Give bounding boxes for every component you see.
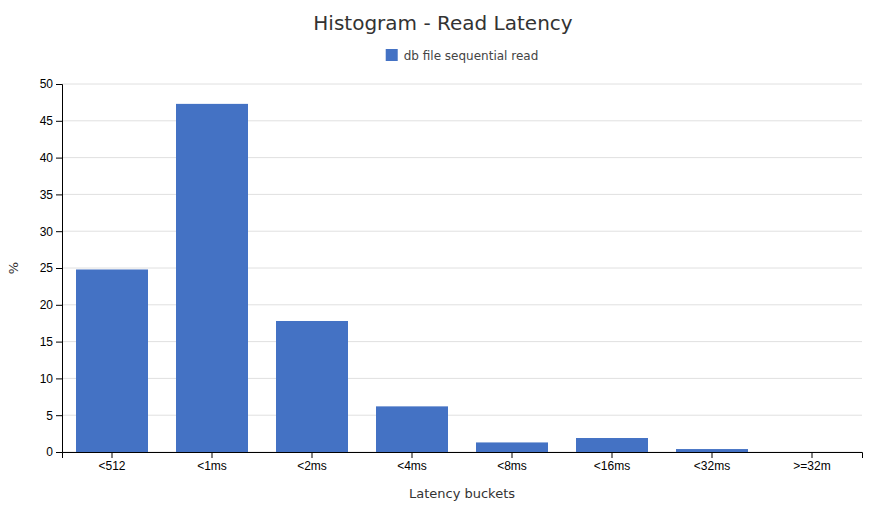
y-tick-mark — [56, 194, 62, 195]
y-tick: 45 — [40, 114, 62, 128]
x-tick-label: <2ms — [297, 459, 327, 473]
x-tick: <2ms — [297, 452, 327, 473]
legend-label: db file sequential read — [404, 49, 539, 63]
y-tick-mark — [56, 84, 62, 85]
y-tick-label: 50 — [40, 77, 54, 91]
y-tick-label: 15 — [40, 335, 54, 349]
x-tick-mark — [812, 452, 813, 458]
y-tick-mark — [56, 378, 62, 379]
y-tick: 40 — [40, 151, 62, 165]
y-tick-mark — [56, 452, 62, 453]
y-tick: 10 — [40, 372, 62, 386]
x-tick-label: <32ms — [694, 459, 730, 473]
y-tick-label: 40 — [40, 151, 54, 165]
x-axis-title: Latency buckets — [409, 486, 515, 501]
chart-container: 0 5 10 15 20 25 30 35 40 45 50 <512 <1ms <2ms <4ms <8ms… — [0, 0, 886, 514]
x-axis-line — [63, 453, 863, 459]
y-tick-label: 5 — [46, 409, 53, 423]
bar — [576, 438, 648, 452]
bar — [276, 321, 348, 452]
grid-line — [62, 84, 862, 85]
x-tick: <4ms — [397, 452, 427, 473]
y-axis-title: % — [6, 262, 21, 274]
legend-swatch — [386, 49, 398, 61]
x-tick: <8ms — [497, 452, 527, 473]
x-tick-label: <4ms — [397, 459, 427, 473]
y-tick-mark — [56, 415, 62, 416]
x-tick-label: <8ms — [497, 459, 527, 473]
x-tick-mark — [312, 452, 313, 458]
y-tick: 50 — [40, 77, 62, 91]
y-tick: 20 — [40, 298, 62, 312]
y-tick-label: 35 — [40, 188, 54, 202]
bar — [76, 269, 148, 452]
y-tick-label: 30 — [40, 225, 54, 239]
y-tick: 15 — [40, 335, 62, 349]
x-tick-label: <512 — [98, 459, 125, 473]
grid — [62, 84, 862, 452]
y-tick-label: 20 — [40, 298, 54, 312]
y-tick-label: 0 — [46, 445, 53, 459]
y-axis-line — [56, 85, 63, 453]
x-tick: <16ms — [594, 452, 630, 473]
x-tick-label: <1ms — [197, 459, 227, 473]
y-tick-mark — [56, 158, 62, 159]
y-axis: 0 5 10 15 20 25 30 35 40 45 50 — [40, 77, 63, 459]
bar — [776, 452, 848, 453]
bars — [76, 104, 748, 452]
y-tick: 5 — [46, 409, 62, 423]
y-tick-mark — [56, 231, 62, 232]
chart-svg: 0 5 10 15 20 25 30 35 40 45 50 <512 <1ms <2ms <4ms <8ms… — [0, 0, 886, 514]
y-tick-label: 10 — [40, 372, 54, 386]
y-tick-label: 45 — [40, 114, 54, 128]
legend-item: db file sequential read — [386, 49, 539, 63]
x-tick-mark — [412, 452, 413, 458]
y-tick-mark — [56, 121, 62, 122]
bar — [176, 104, 248, 452]
x-tick-label: <16ms — [594, 459, 630, 473]
x-tick-label: >=32m — [793, 459, 830, 473]
x-tick: <1ms — [197, 452, 227, 473]
x-axis: <512 <1ms <2ms <4ms <8ms <16ms <32ms >=32m — [63, 452, 863, 473]
x-tick-mark — [712, 452, 713, 458]
y-tick: 0 — [46, 445, 62, 459]
y-tick-mark — [56, 268, 62, 269]
y-tick-label: 25 — [40, 261, 54, 275]
y-tick-mark — [56, 305, 62, 306]
y-tick: 30 — [40, 225, 62, 239]
x-tick-mark — [512, 452, 513, 458]
x-tick: <512 — [98, 452, 125, 473]
x-tick-mark — [112, 452, 113, 458]
plot-area: 0 5 10 15 20 25 30 35 40 45 50 <512 <1ms <2ms <4ms <8ms… — [40, 77, 863, 472]
x-tick-mark — [612, 452, 613, 458]
legend: db file sequential read — [386, 49, 539, 63]
x-tick-mark — [212, 452, 213, 458]
y-tick-mark — [56, 342, 62, 343]
y-tick: 25 — [40, 261, 62, 275]
title: Histogram - Read Latency — [313, 11, 573, 35]
bar — [476, 442, 548, 452]
x-tick: <32ms — [694, 452, 730, 473]
x-tick: >=32m — [793, 452, 830, 473]
bar — [676, 449, 748, 452]
bar — [376, 406, 448, 452]
y-tick: 35 — [40, 188, 62, 202]
